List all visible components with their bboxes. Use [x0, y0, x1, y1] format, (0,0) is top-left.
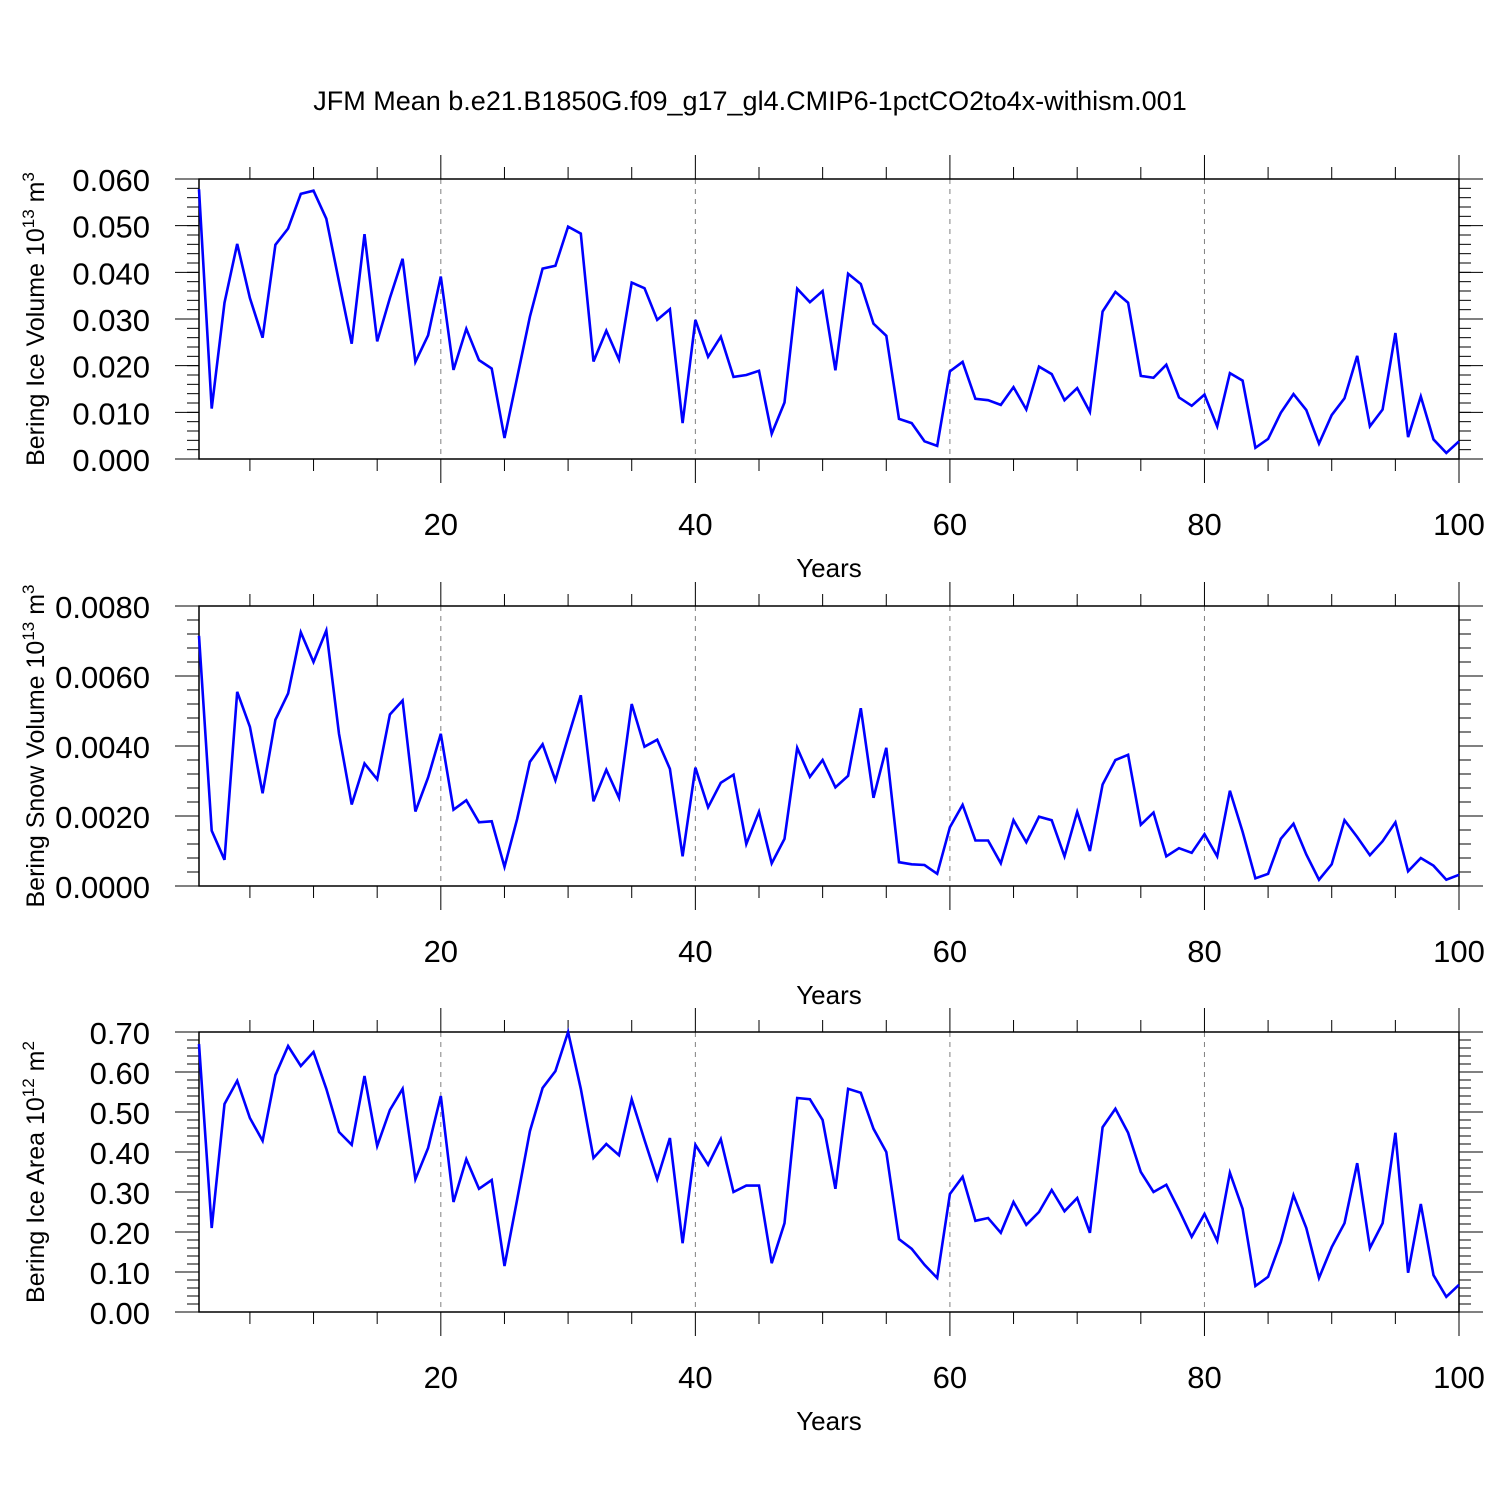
- y-tick-label: 0.0000: [55, 870, 150, 905]
- y-tick-label: 0.040: [72, 256, 150, 291]
- x-tick-label: 100: [1433, 1360, 1485, 1395]
- y-tick-label: 0.060: [72, 163, 150, 198]
- y-tick-label: 0.50: [90, 1096, 150, 1131]
- x-tick-label: 100: [1433, 934, 1485, 969]
- y-tick-label: 0.030: [72, 303, 150, 338]
- y-tick-label: 0.40: [90, 1136, 150, 1171]
- x-tick-label: 20: [424, 934, 458, 969]
- x-tick-label: 60: [933, 1360, 967, 1395]
- y-tick-label: 0.0060: [55, 660, 150, 695]
- x-tick-label: 80: [1187, 507, 1221, 542]
- y-tick-label: 0.0080: [55, 590, 150, 625]
- plot-frame: [198, 178, 1460, 460]
- panel-ice-area: 0.00 0.10 0.20 0.30 0.40 0.50 0.60 0.70 20 40 60 80…: [19, 1008, 1485, 1436]
- x-tick-label: 20: [424, 507, 458, 542]
- y-tick-label: 0.020: [72, 350, 150, 385]
- x-tick-label: 80: [1187, 934, 1221, 969]
- y-tick-label: 0.30: [90, 1176, 150, 1211]
- chart-title: JFM Mean b.e21.B1850G.f09_g17_gl4.CMIP6-…: [313, 86, 1187, 116]
- y-tick-label: 0.10: [90, 1256, 150, 1291]
- y-axis-label: Bering Ice Volume 1013 m3: [19, 172, 50, 466]
- x-tick-label: 100: [1433, 507, 1485, 542]
- x-axis-label: Years: [796, 980, 862, 1010]
- x-axis-label: Years: [796, 553, 862, 583]
- plot-frame: [198, 605, 1460, 887]
- y-tick-label: 0.00: [90, 1296, 150, 1331]
- x-tick-label: 40: [678, 507, 712, 542]
- y-tick-label: 0.60: [90, 1056, 150, 1091]
- y-tick-label: 0.010: [72, 396, 150, 431]
- series-line-ice-area: [197, 1027, 1460, 1299]
- x-tick-label: 20: [424, 1360, 458, 1395]
- y-tick-label: 0.050: [72, 210, 150, 245]
- y-tick-label: 0.20: [90, 1216, 150, 1251]
- x-tick-label: 40: [678, 1360, 712, 1395]
- x-axis-label: Years: [796, 1406, 862, 1436]
- series-line-snow-volume: [197, 625, 1460, 883]
- panel-snow-volume: 0.0000 0.0020 0.0040 0.0060 0.0080 20 40 60 80 10…: [19, 582, 1485, 1010]
- y-tick-label: 0.0040: [55, 730, 150, 765]
- x-tick-label: 60: [933, 934, 967, 969]
- x-tick-label: 80: [1187, 1360, 1221, 1395]
- plot-frame: [198, 1031, 1460, 1313]
- panel-ice-volume: 0.000 0.010 0.020 0.030 0.040 0.050 0.060 20 40 6…: [19, 155, 1485, 583]
- y-axis-label: Bering Snow Volume 1013 m3: [19, 584, 50, 907]
- y-tick-label: 0.000: [72, 443, 150, 478]
- y-tick-label: 0.70: [90, 1016, 150, 1051]
- x-tick-label: 60: [933, 507, 967, 542]
- x-tick-label: 40: [678, 934, 712, 969]
- y-axis-label: Bering Ice Area 1012 m2: [19, 1041, 50, 1303]
- y-tick-label: 0.0020: [55, 800, 150, 835]
- series-line-ice-volume: [197, 189, 1460, 455]
